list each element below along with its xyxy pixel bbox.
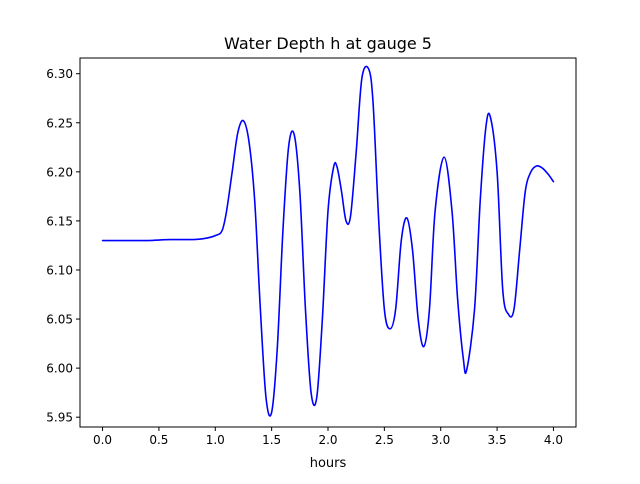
x-axis: 0.0 0.5 1.0 1.5 2.0 2.5 3.0 3.5 4.0 [93, 427, 563, 447]
x-tick-label: 1.0 [206, 433, 225, 447]
water-depth-line-0 [101, 65, 555, 417]
y-tick-label: 6.05 [46, 313, 73, 327]
x-tick-label: 3.0 [431, 433, 450, 447]
plot-data-layer [101, 65, 555, 417]
y-tick-label: 6.10 [46, 263, 73, 277]
y-tick-label: 6.15 [46, 214, 73, 228]
y-tick-label: 6.00 [46, 362, 73, 376]
x-tick-label: 1.5 [262, 433, 281, 447]
x-tick-label: 2.0 [318, 433, 337, 447]
x-tick-label: 0.0 [93, 433, 112, 447]
x-tick-label: 4.0 [544, 433, 563, 447]
y-axis: 5.95 6.00 6.05 6.10 6.15 6.20 6.25 6.30 [46, 67, 80, 425]
x-tick-label: 0.5 [149, 433, 168, 447]
y-tick-label: 6.20 [46, 165, 73, 179]
x-axis-label: hours [310, 456, 347, 471]
chart-title: Water Depth h at gauge 5 [224, 34, 432, 53]
x-tick-label: 2.5 [375, 433, 394, 447]
y-tick-label: 6.25 [46, 116, 73, 130]
x-tick-label: 3.5 [488, 433, 507, 447]
y-tick-label: 6.30 [46, 67, 73, 81]
y-tick-label: 5.95 [46, 411, 73, 425]
